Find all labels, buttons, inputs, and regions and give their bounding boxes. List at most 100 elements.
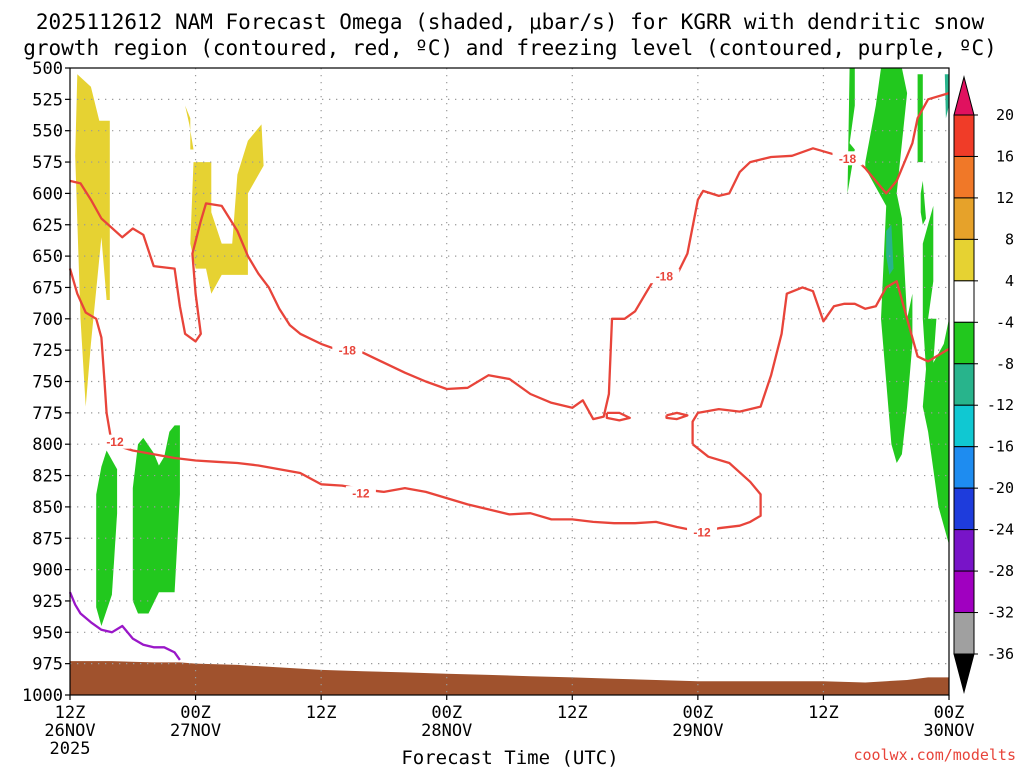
contour-label-bg-3 (99, 434, 130, 449)
contour-label-3: -12 (106, 435, 124, 449)
terrain-layer (70, 661, 949, 695)
omega-region-9 (922, 205, 949, 545)
x-tick-label-1-0: 00Z (180, 703, 211, 723)
x-tick-label-0-1: 26NOV (44, 721, 95, 741)
x-tick-label-7-0: 00Z (934, 703, 965, 723)
x-tick-label-5-0: 00Z (682, 703, 713, 723)
colorbar: 20 16 12 8 4 -4 -8 -12 -16 -20 -24 -28 -32 -36 (953, 75, 1014, 694)
contour-label-bg-1 (649, 269, 680, 284)
y-tick-label-650: 650 (32, 247, 63, 267)
y-tick-label-625: 625 (32, 216, 63, 236)
y-tick-label-750: 750 (32, 373, 63, 393)
colorbar-segment-3 (953, 238, 975, 282)
contour-label-1: -18 (656, 270, 674, 284)
x-tick-label-3-0: 00Z (431, 703, 462, 723)
colorbar-segment-2 (953, 197, 975, 240)
colorbar-label-12: -32 (987, 604, 1014, 622)
terrain-fill (70, 661, 949, 695)
colorbar-label-7: -12 (987, 396, 1014, 414)
y-tick-label-950: 950 (32, 623, 63, 643)
colorbar-label-13: -36 (987, 645, 1014, 663)
colorbar-segment-0 (953, 114, 975, 157)
plot-background (70, 68, 949, 695)
chart-title-line2: growth region (contoured, red, ºC) and f… (23, 36, 997, 60)
colorbar-label-3: 8 (1005, 230, 1014, 248)
colorbar-label-0: 20 (996, 106, 1014, 124)
x-tick-label-4-0: 12Z (557, 703, 588, 723)
contour-label-4: -12 (352, 487, 370, 501)
x-tick-label-2-0: 12Z (306, 703, 337, 723)
x-axis-label: Forecast Time (UTC) (401, 747, 618, 768)
y-tick-label-850: 850 (32, 498, 63, 518)
contour-label-5: -12 (693, 525, 711, 539)
colorbar-label-5: -4 (996, 313, 1014, 331)
colorbar-segment-4 (953, 280, 975, 323)
x-tick-label-1-1: 27NOV (170, 721, 221, 741)
colorbar-segment-11 (953, 570, 975, 614)
y-tick-label-775: 775 (32, 404, 63, 424)
omega-region-3 (96, 450, 118, 626)
colorbar-label-1: 16 (996, 147, 1014, 165)
colorbar-segment-6 (953, 363, 975, 406)
colorbar-segment-12 (953, 612, 975, 655)
y-tick-label-875: 875 (32, 529, 63, 549)
colorbar-label-4: 4 (1005, 272, 1014, 290)
y-tick-label-575: 575 (32, 153, 63, 173)
x-tick-label-0-2: 2025 (50, 739, 91, 759)
contour-label-bg-5 (687, 524, 718, 539)
colorbar-label-2: 12 (996, 189, 1014, 207)
y-tick-label-925: 925 (32, 592, 63, 612)
chart-title-line1: 2025112612 NAM Forecast Omega (shaded, μ… (36, 10, 985, 34)
y-tick-label-700: 700 (32, 310, 63, 330)
omega-region-11 (944, 74, 949, 119)
omega-region-1 (185, 105, 194, 150)
omega-region-0 (75, 74, 110, 407)
colorbar-segment-5 (953, 321, 975, 365)
omega-shading-layer (75, 68, 949, 626)
colorbar-segment-1 (953, 155, 975, 199)
x-tick-label-7-1: 30NOV (923, 721, 974, 741)
y-tick-label-800: 800 (32, 435, 63, 455)
y-tick-label-725: 725 (32, 341, 63, 361)
colorbar-top-arrow (953, 75, 975, 116)
y-tick-label-550: 550 (32, 122, 63, 142)
isotherm-contour-3 (665, 411, 689, 421)
contour-label-2: -18 (839, 152, 857, 166)
colorbar-label-6: -8 (996, 355, 1014, 373)
y-tick-label-525: 525 (32, 90, 63, 110)
contour-label-0: -18 (339, 344, 357, 358)
isotherm-contour-0 (69, 91, 950, 421)
x-tick-label-5-1: 29NOV (672, 721, 723, 741)
y-tick-label-1000: 1000 (22, 686, 63, 706)
colorbar-segment-10 (953, 529, 975, 572)
isotherm-contour-2 (605, 411, 631, 422)
contour-label-bg-4 (345, 486, 376, 501)
colorbar-label-9: -20 (987, 479, 1014, 497)
contour-label-layer: -18 -18 -18 -12 -12 -12 (99, 151, 863, 539)
x-tick-label-0-0: 12Z (55, 703, 86, 723)
y-tick-label-500: 500 (32, 59, 63, 79)
colorbar-segment-8 (953, 446, 975, 489)
y-tick-label-975: 975 (32, 655, 63, 675)
y-axis: 500 525 550 575 600 625 650 675 700 725 750 775 800 8… (22, 59, 70, 706)
isotherm-contour-1 (691, 280, 950, 445)
y-tick-label-600: 600 (32, 184, 63, 204)
omega-region-8 (920, 180, 926, 225)
colorbar-segment-9 (953, 487, 975, 531)
y-tick-label-900: 900 (32, 561, 63, 581)
omega-region-4 (132, 425, 180, 614)
plot-area: -18 -18 -18 -12 -12 -12 (68, 67, 950, 696)
omega-region-10 (886, 224, 894, 275)
colorbar-bottom-arrow (953, 653, 975, 694)
colorbar-label-11: -28 (987, 562, 1014, 580)
contour-label-bg-2 (832, 151, 863, 166)
colorbar-label-8: -16 (987, 438, 1014, 456)
x-tick-label-6-0: 12Z (808, 703, 839, 723)
colorbar-label-10: -24 (987, 521, 1014, 539)
y-tick-label-825: 825 (32, 467, 63, 487)
freezing-level-contour5 (68, 591, 181, 661)
colorbar-segment-7 (953, 404, 975, 448)
contour-label-bg-0 (332, 343, 363, 358)
